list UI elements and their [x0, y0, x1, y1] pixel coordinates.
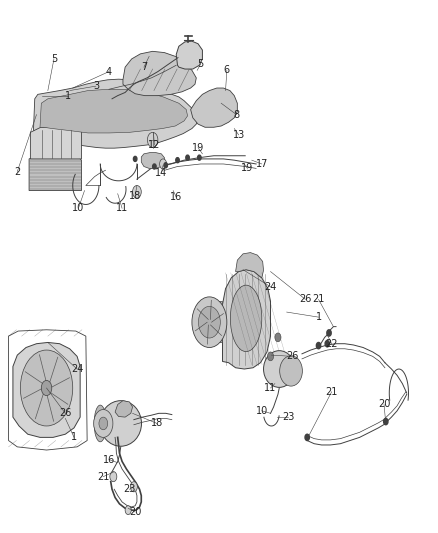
Text: 20: 20 — [129, 507, 141, 517]
Ellipse shape — [230, 285, 262, 352]
Text: 5: 5 — [198, 59, 204, 69]
Text: 7: 7 — [141, 62, 147, 72]
Text: 26: 26 — [286, 351, 299, 361]
Circle shape — [20, 350, 73, 426]
Text: 13: 13 — [233, 130, 245, 140]
Polygon shape — [30, 127, 81, 159]
Polygon shape — [115, 401, 133, 417]
Circle shape — [275, 333, 281, 342]
Circle shape — [198, 155, 201, 160]
Polygon shape — [236, 253, 264, 278]
Text: 1: 1 — [315, 312, 321, 322]
Polygon shape — [215, 301, 223, 342]
Text: 17: 17 — [256, 159, 268, 169]
Polygon shape — [123, 51, 196, 95]
Text: 16: 16 — [103, 455, 115, 465]
Text: 10: 10 — [72, 203, 85, 213]
Circle shape — [198, 306, 220, 338]
Polygon shape — [176, 41, 202, 69]
Circle shape — [99, 417, 108, 430]
Polygon shape — [33, 79, 198, 148]
Text: 21: 21 — [325, 387, 338, 397]
Text: 6: 6 — [224, 66, 230, 75]
Circle shape — [134, 156, 137, 161]
Text: 1: 1 — [65, 91, 71, 101]
Circle shape — [133, 185, 141, 198]
Text: 23: 23 — [282, 412, 294, 422]
Polygon shape — [191, 88, 237, 127]
Text: 5: 5 — [51, 54, 57, 64]
Circle shape — [41, 381, 52, 395]
Circle shape — [164, 163, 167, 168]
Ellipse shape — [100, 401, 141, 446]
Ellipse shape — [94, 405, 106, 442]
Text: 26: 26 — [299, 294, 311, 304]
Text: 3: 3 — [93, 81, 99, 91]
Text: 23: 23 — [124, 484, 136, 494]
Ellipse shape — [264, 351, 295, 387]
Text: 2: 2 — [14, 167, 21, 176]
Text: 1: 1 — [71, 432, 77, 442]
Text: 19: 19 — [192, 142, 204, 152]
Text: 18: 18 — [129, 191, 141, 200]
Circle shape — [186, 155, 189, 160]
Text: 10: 10 — [256, 406, 268, 416]
Circle shape — [131, 482, 138, 492]
Text: 11: 11 — [265, 383, 277, 393]
Circle shape — [152, 164, 156, 169]
Circle shape — [384, 418, 388, 425]
Text: 8: 8 — [233, 110, 240, 119]
Text: 21: 21 — [312, 294, 325, 304]
Text: 24: 24 — [71, 364, 83, 374]
Text: 14: 14 — [155, 168, 167, 178]
Circle shape — [192, 297, 227, 348]
Circle shape — [94, 409, 113, 438]
Circle shape — [110, 472, 117, 482]
Text: 4: 4 — [106, 67, 112, 77]
Text: 11: 11 — [116, 203, 128, 213]
Polygon shape — [29, 156, 81, 191]
Circle shape — [125, 506, 131, 514]
Circle shape — [176, 158, 179, 163]
Polygon shape — [13, 342, 80, 438]
Text: 22: 22 — [325, 338, 338, 349]
Text: 24: 24 — [264, 282, 277, 292]
Circle shape — [316, 342, 321, 349]
Text: 21: 21 — [97, 472, 110, 482]
Text: 12: 12 — [148, 140, 161, 150]
Circle shape — [159, 159, 166, 169]
Polygon shape — [223, 270, 271, 369]
Text: 16: 16 — [170, 192, 182, 202]
Polygon shape — [40, 90, 187, 133]
Circle shape — [148, 132, 158, 148]
Text: 26: 26 — [59, 408, 71, 418]
Circle shape — [325, 341, 329, 347]
Ellipse shape — [280, 356, 302, 386]
Circle shape — [305, 434, 309, 441]
Circle shape — [268, 352, 274, 361]
Text: 19: 19 — [241, 164, 254, 173]
Text: 18: 18 — [151, 418, 163, 429]
Text: 20: 20 — [378, 399, 390, 409]
Circle shape — [327, 330, 331, 336]
Polygon shape — [141, 152, 164, 168]
